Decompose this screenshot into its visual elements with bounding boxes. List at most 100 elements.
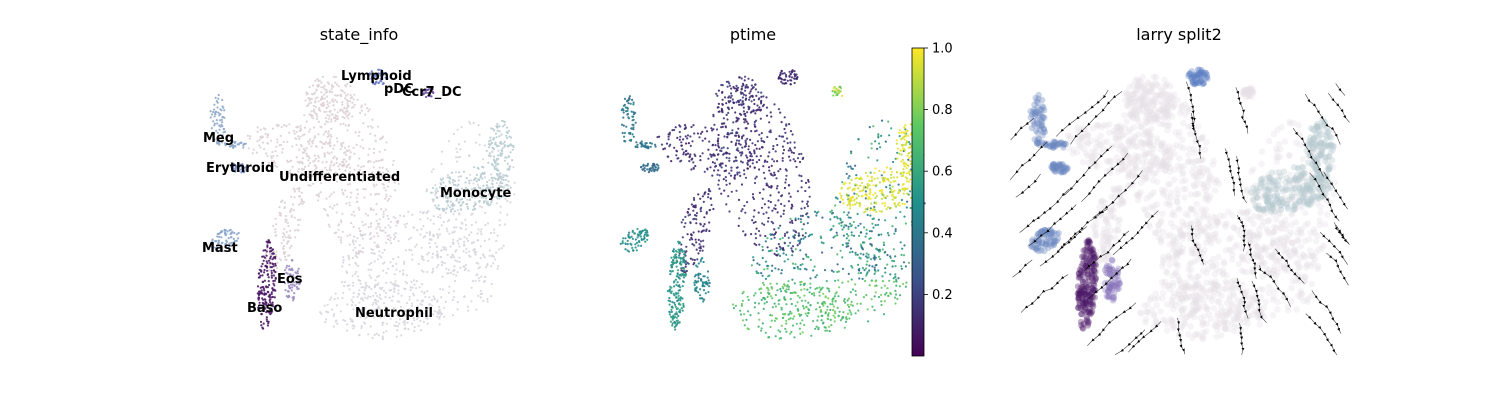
cell-point xyxy=(707,277,709,279)
cell-point xyxy=(839,218,841,220)
cell-point xyxy=(797,295,799,297)
cell-point xyxy=(266,255,268,257)
cell-point xyxy=(367,110,369,112)
cell-point xyxy=(344,92,346,94)
cell-point xyxy=(684,262,686,264)
cell-point xyxy=(743,113,745,115)
cell-point xyxy=(309,162,311,164)
cell-point xyxy=(432,268,434,270)
cell-point xyxy=(426,190,428,192)
cell-point xyxy=(389,195,391,197)
cell-point xyxy=(784,116,786,118)
cell-point xyxy=(745,145,747,147)
cell-point xyxy=(764,302,766,304)
cell-point xyxy=(789,141,791,143)
cell-point xyxy=(326,100,328,102)
cell-point xyxy=(746,138,748,140)
cell-point xyxy=(508,156,510,158)
cell-point xyxy=(904,149,906,151)
cell-point xyxy=(392,295,394,297)
cell-point xyxy=(508,168,510,170)
cell-point xyxy=(695,241,697,243)
cell-point xyxy=(317,133,319,135)
cell-point xyxy=(773,172,775,174)
cell-point xyxy=(453,256,455,258)
cell-point xyxy=(766,115,768,117)
cell-point xyxy=(411,303,413,305)
cell-point xyxy=(636,249,638,251)
cell-point xyxy=(727,86,729,88)
cell-point xyxy=(357,265,359,267)
cell-point xyxy=(376,203,378,205)
cell-point xyxy=(822,305,824,307)
cell-point xyxy=(234,145,236,147)
cell-point xyxy=(478,280,480,282)
cell-point xyxy=(408,238,410,240)
cell-point xyxy=(307,159,309,161)
cell-point xyxy=(480,276,482,278)
cell-point xyxy=(352,275,354,277)
cell-point xyxy=(438,317,440,319)
cell-point xyxy=(350,97,352,99)
cell-point xyxy=(706,213,708,215)
cell-point xyxy=(789,311,791,313)
cell-point xyxy=(824,302,826,304)
cell-point xyxy=(453,273,455,275)
cell-point xyxy=(904,124,906,126)
cell-point xyxy=(848,202,850,204)
cell-point xyxy=(449,246,451,248)
cell-point xyxy=(296,188,298,190)
cell-point xyxy=(683,270,685,272)
cell-point xyxy=(355,251,357,253)
cell-point xyxy=(766,136,768,138)
cell-point xyxy=(697,193,699,195)
cell-point xyxy=(635,122,637,124)
cell-point xyxy=(828,288,830,290)
cell-point xyxy=(221,99,223,101)
cell-point xyxy=(329,145,331,147)
cell-point xyxy=(766,161,768,163)
cell-point xyxy=(675,325,677,327)
cell-point xyxy=(746,201,748,203)
cell-point xyxy=(877,224,879,226)
cell-point xyxy=(364,103,366,105)
cell-point xyxy=(883,197,885,199)
cell-point xyxy=(867,198,869,200)
cell-point xyxy=(898,153,900,155)
cell-point xyxy=(743,121,745,123)
cell-point xyxy=(317,160,319,162)
cell-point xyxy=(881,287,883,289)
cell-point xyxy=(671,265,673,267)
cell-point xyxy=(843,300,845,302)
cell-point xyxy=(850,247,852,249)
cell-point xyxy=(776,283,778,285)
cell-point xyxy=(761,246,763,248)
cell-point xyxy=(757,272,759,274)
cell-point xyxy=(672,322,674,324)
cell-point xyxy=(762,257,764,259)
cell-point xyxy=(329,299,331,301)
cell-point xyxy=(717,153,719,155)
cell-point xyxy=(426,290,428,292)
cell-point xyxy=(794,291,796,293)
cell-point xyxy=(334,120,336,122)
cell-point xyxy=(394,189,396,191)
cell-point xyxy=(708,285,710,287)
cell-point xyxy=(631,236,633,238)
cell-point xyxy=(679,286,681,288)
cell-point xyxy=(797,268,799,270)
cell-point xyxy=(768,250,770,252)
cell-point xyxy=(455,156,457,158)
cell-point xyxy=(881,210,883,212)
cluster-label: Erythroid xyxy=(206,161,274,176)
cell-point xyxy=(311,93,313,95)
cell-point xyxy=(727,107,729,109)
cell-point xyxy=(850,152,852,154)
cell-point xyxy=(631,111,633,113)
cell-point xyxy=(629,95,631,97)
cell-point xyxy=(666,143,668,145)
cell-point xyxy=(727,81,729,83)
cell-point xyxy=(271,296,273,298)
cell-point xyxy=(742,96,744,98)
cell-point xyxy=(802,331,804,333)
